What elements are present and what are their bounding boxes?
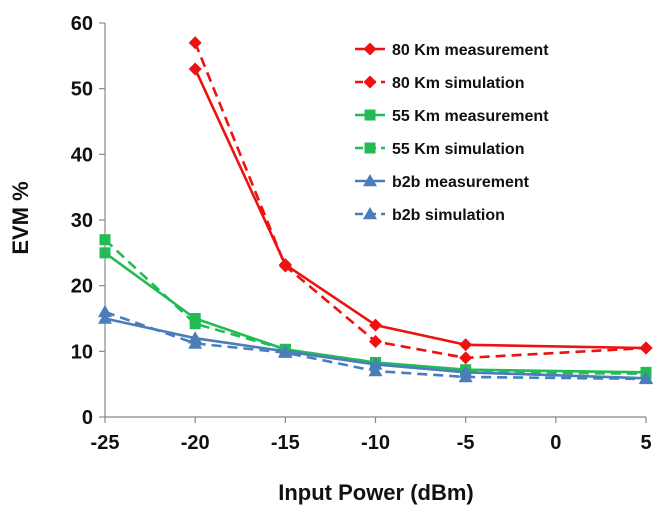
data-point: [99, 234, 111, 246]
data-point: [188, 36, 202, 50]
series-line-55-km-simulation: [104, 238, 647, 375]
series-80-km-simulation: [188, 36, 653, 365]
data-point: [188, 62, 202, 76]
y-axis-title: EVM %: [8, 181, 33, 254]
data-point: [639, 341, 653, 355]
x-tick-label: 5: [640, 432, 651, 454]
legend-item-55-km-simulation: 55 Km simulation: [355, 141, 524, 158]
series-55-km-simulation: [99, 234, 652, 380]
x-tick-label: -15: [271, 432, 300, 454]
data-point: [458, 369, 473, 383]
x-tick-label: -25: [91, 432, 120, 454]
legend: 80 Km measurement 80 Km simulation 55 Km m…: [355, 42, 549, 224]
axes: 0 10 20 30 40 50 60 -25 -20 -15 -10 -5 0 5: [71, 13, 652, 454]
legend-item-80-km-measurement: 80 Km measurement: [355, 42, 549, 59]
legend-marker: [363, 42, 377, 56]
legend-item-b2b-simulation: b2b simulation: [355, 207, 505, 224]
legend-item-80-km-simulation: 80 Km simulation: [355, 75, 524, 92]
y-tick-label: 50: [71, 79, 93, 101]
legend-label: b2b simulation: [392, 207, 505, 224]
series-line-b2b-simulation: [104, 310, 647, 381]
x-tick-label: -5: [457, 432, 475, 454]
data-point: [278, 259, 292, 273]
legend-label: 80 Km simulation: [392, 75, 524, 92]
data-point: [98, 304, 112, 318]
legend-label: 55 Km simulation: [392, 141, 524, 158]
y-tick-label: 40: [71, 144, 93, 166]
legend-label: b2b measurement: [392, 174, 530, 191]
x-tick-label: 0: [550, 432, 561, 454]
data-point: [459, 338, 473, 352]
legend-item-b2b-measurement: b2b measurement: [355, 174, 530, 191]
x-axis-title: Input Power (dBm): [278, 480, 474, 505]
x-tick-label: -10: [361, 432, 390, 454]
data-point: [459, 351, 473, 365]
y-tick-label: 30: [71, 210, 93, 232]
data-point: [98, 311, 112, 324]
data-point: [188, 336, 203, 349]
y-tick-label: 0: [82, 407, 93, 429]
data-point: [639, 371, 653, 385]
data-point: [369, 318, 382, 332]
legend-marker: [363, 75, 377, 89]
legend-marker: [364, 109, 376, 121]
series-line-55-km-measurement: [104, 251, 647, 374]
legend-marker: [363, 207, 377, 220]
series-b2b-simulation: [98, 304, 653, 385]
data-point: [189, 318, 201, 330]
y-tick-label: 20: [71, 276, 93, 298]
legend-item-55-km-measurement: 55 Km measurement: [355, 108, 549, 125]
series-line-b2b-measurement: [104, 317, 647, 380]
legend-marker: [364, 142, 376, 154]
legend-marker: [363, 174, 377, 187]
legend-label: 80 Km measurement: [392, 42, 549, 59]
y-tick-label: 60: [71, 13, 93, 35]
data-point: [368, 357, 383, 370]
data-point: [278, 345, 293, 358]
data-point: [99, 247, 111, 259]
data-point: [369, 334, 382, 348]
y-tick-label: 10: [71, 341, 93, 363]
legend-label: 55 Km measurement: [392, 108, 549, 125]
series-layer: [98, 36, 653, 385]
data-point: [368, 364, 383, 377]
x-tick-label: -20: [181, 432, 210, 454]
